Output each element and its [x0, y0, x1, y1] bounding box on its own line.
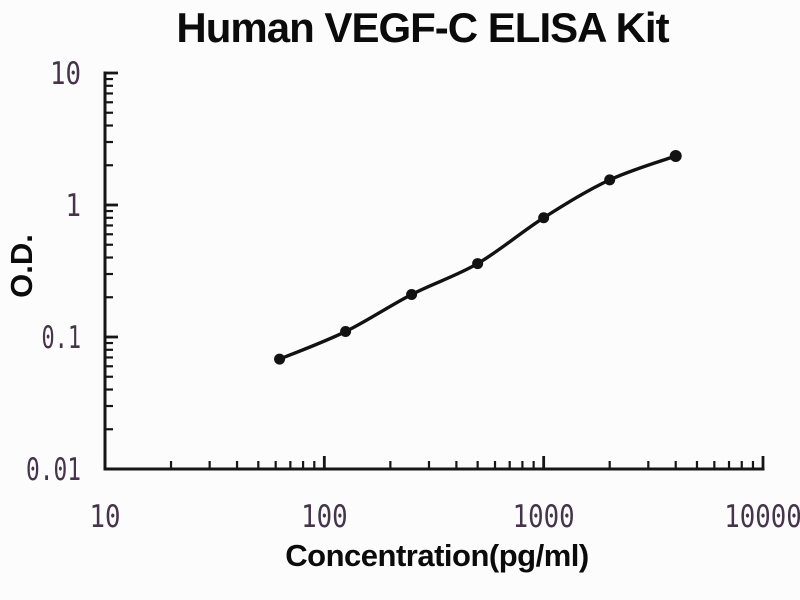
- y-tick-label: 0.1: [42, 320, 82, 356]
- y-tick-label: 0.01: [26, 452, 81, 488]
- axis-lines: [103, 71, 765, 471]
- data-point-marker: [274, 353, 286, 365]
- data-point-marker: [538, 212, 550, 224]
- data-point-marker: [669, 150, 682, 163]
- data-point-marker: [340, 326, 352, 338]
- axes: [103, 71, 765, 471]
- tick-labels: 10 100 1000 10000 10 1 0.1 0.01: [26, 56, 800, 535]
- data-point-marker: [604, 174, 616, 186]
- x-tick-label: 100: [301, 499, 348, 535]
- x-tick-label: 1000: [513, 499, 575, 535]
- y-tick-label: 1: [66, 188, 82, 224]
- x-tick-label: 10: [90, 499, 121, 535]
- data-point-marker: [406, 288, 418, 300]
- y-tick-label: 10: [50, 56, 81, 92]
- tick-marks: [103, 71, 765, 471]
- x-tick-label: 10000: [724, 499, 800, 535]
- x-axis-title: Concentration(pg/ml): [285, 538, 589, 573]
- data-points: [274, 150, 682, 365]
- chart-title: Human VEGF-C ELISA Kit: [176, 4, 669, 51]
- data-point-marker: [472, 258, 484, 270]
- standard-curve-line: [277, 154, 678, 361]
